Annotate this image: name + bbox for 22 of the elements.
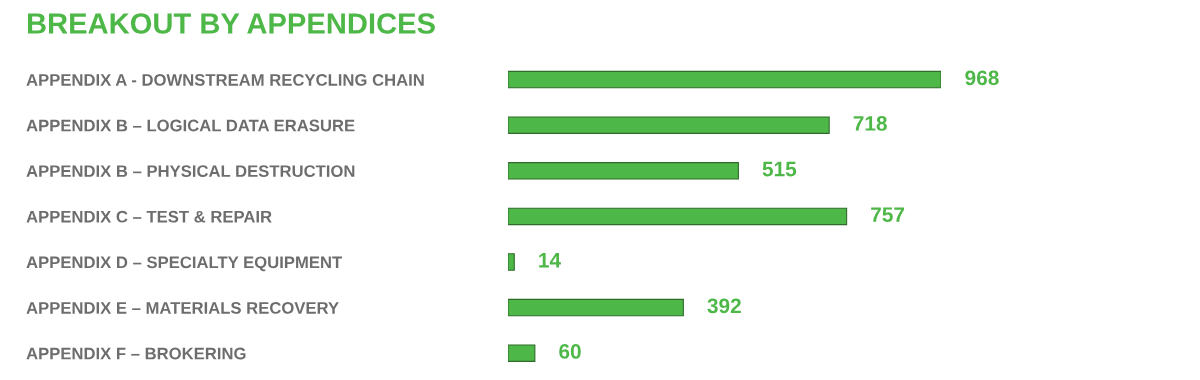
data-label: 392 — [707, 298, 741, 314]
bar — [508, 207, 848, 226]
y-tick-label: APPENDIX D – SPECIALTY EQUIPMENT — [26, 256, 342, 272]
bar — [508, 298, 684, 317]
bar — [508, 253, 515, 271]
data-label: 718 — [853, 116, 887, 131]
data-label: 757 — [871, 207, 905, 222]
y-tick-label: APPENDIX A - DOWNSTREAM RECYCLING CHAIN — [26, 74, 424, 86]
data-label: 60 — [559, 344, 581, 359]
data-label: 515 — [762, 161, 797, 177]
y-tick-label: APPENDIX F – BROKERING — [26, 347, 246, 360]
y-tick-label: APPENDIX E – MATERIALS RECOVERY — [26, 302, 339, 314]
bar — [508, 344, 536, 362]
text: BREAKOUT BY APPENDICES — [27, 13, 435, 34]
y-tick-label: APPENDIX B – PHYSICAL DESTRUCTION — [26, 165, 355, 178]
data-label: 968 — [965, 70, 999, 86]
y-tick-label: APPENDIX B – LOGICAL DATA ERASURE — [26, 119, 355, 132]
y-tick-label: APPENDIX C – TEST & REPAIR — [26, 210, 272, 223]
data-label: 14 — [539, 253, 561, 268]
bar — [508, 116, 830, 134]
bar — [508, 162, 739, 180]
bar — [508, 70, 941, 89]
